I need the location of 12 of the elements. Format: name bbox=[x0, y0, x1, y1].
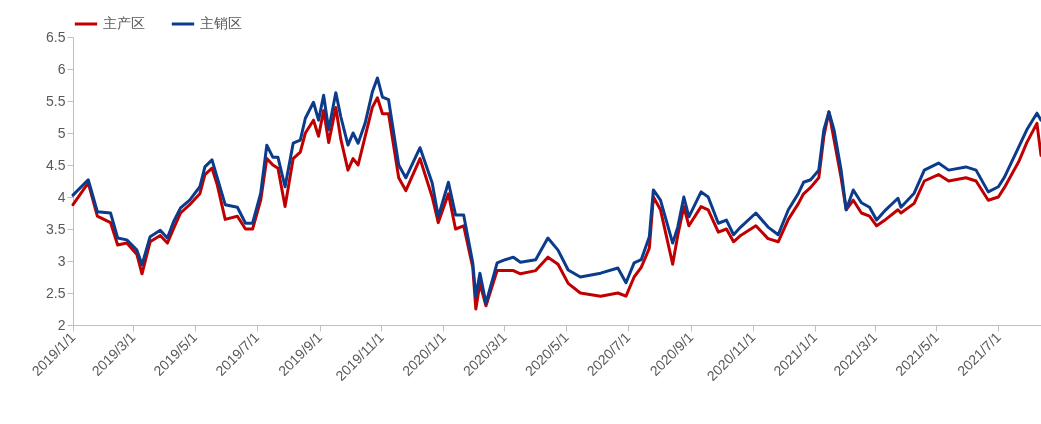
y-tick-label: 2 bbox=[57, 316, 66, 333]
y-tick-label: 5 bbox=[57, 124, 66, 141]
y-tick-label: 2.5 bbox=[46, 284, 66, 301]
y-tick-label: 6.5 bbox=[46, 28, 66, 45]
y-tick-label: 4 bbox=[57, 188, 66, 205]
y-tick-label: 3 bbox=[57, 252, 66, 269]
y-tick-label: 5.5 bbox=[46, 92, 66, 109]
y-tick-label: 4.5 bbox=[46, 156, 66, 173]
legend-label: 主产区 bbox=[103, 15, 145, 31]
legend-label: 主销区 bbox=[200, 15, 242, 31]
y-tick-label: 6 bbox=[57, 60, 66, 77]
y-tick-label: 3.5 bbox=[46, 220, 66, 237]
